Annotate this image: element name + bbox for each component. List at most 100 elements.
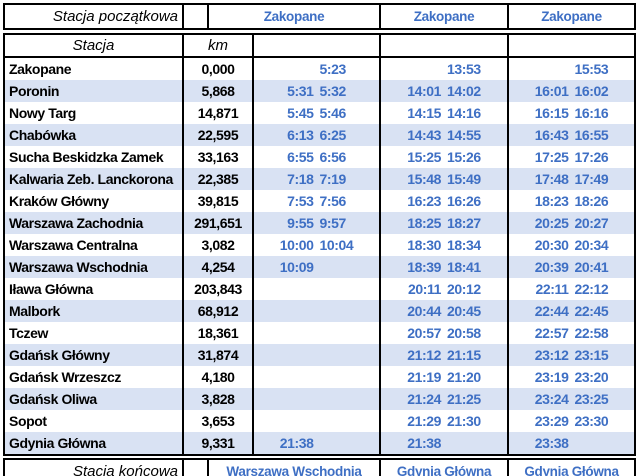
- station-row: Sucha Beskidzka Zamek 33,163 6:55 6:56 15:25…: [5, 146, 634, 168]
- departure-time: 16:16: [574, 105, 609, 121]
- departure-time: 18:34: [447, 237, 481, 253]
- arrival-time: 23:12: [534, 347, 569, 363]
- km-value: 203,843: [194, 281, 242, 297]
- km-value: 0,000: [201, 61, 235, 77]
- station-row: Kalwaria Zeb. Lanckorona 22,385 7:18 7:19 15…: [5, 168, 634, 190]
- station-row: Warszawa Zachodnia 291,651 9:55 9:57 18:25 18…: [5, 212, 634, 234]
- train-1-time-cell: 5:31 5:32: [252, 80, 379, 102]
- departure-time: 14:02: [447, 83, 481, 99]
- arrival-time: 21:19: [407, 369, 441, 385]
- train-1-time-cell: 7:18 7:19: [252, 168, 379, 190]
- km-cell: 31,874: [182, 344, 252, 366]
- km-cell: 3,653: [182, 410, 252, 432]
- km-value: 5,868: [201, 83, 235, 99]
- departure-time: 16:02: [574, 83, 609, 99]
- departure-time: 5:23: [319, 61, 347, 77]
- train-1-final: Warszawa Wschodnia: [226, 464, 362, 476]
- train-1-time-cell: 10:00 10:04: [252, 234, 379, 256]
- arrival-time: 10:09: [279, 259, 314, 275]
- station-row: Gdańsk Główny 31,874 21:12 21:15 23:12 23:15: [5, 344, 634, 366]
- km-value: 3,828: [201, 391, 235, 407]
- train-2-time-cell: 21:12 21:15: [379, 344, 507, 366]
- station-row: Poronin 5,868 5:31 5:32 14:01 14:02 16:01 16:02: [5, 80, 634, 102]
- arrival-time: 20:57: [407, 325, 441, 341]
- train-2-time-cell: 14:43 14:55: [379, 124, 507, 146]
- departure-time: 6:25: [319, 127, 347, 143]
- station-name: Warszawa Centralna: [9, 237, 138, 253]
- arrival-time: 16:15: [534, 105, 569, 121]
- train-3-time-cell: 16:01 16:02: [507, 80, 634, 102]
- arrival-time: 18:39: [407, 259, 441, 275]
- train-1-final-cell: Warszawa Wschodnia: [207, 460, 379, 476]
- train-3-origin: Zakopane: [541, 9, 602, 24]
- train-1-origin-cell: Zakopane: [207, 5, 379, 28]
- km-value: 31,874: [197, 347, 239, 363]
- station-name: Zakopane: [9, 61, 72, 77]
- km-value: 22,595: [197, 127, 239, 143]
- station-column-header: Stacja: [72, 37, 115, 54]
- train-1-time-cell: [252, 410, 379, 432]
- km-cell: 0,000: [182, 58, 252, 80]
- train-2-final-cell: Gdynia Główna: [379, 460, 507, 476]
- arrival-time: 6:13: [287, 127, 314, 143]
- train-3-time-cell: 22:44 22:45: [507, 300, 634, 322]
- arrival-time: 23:24: [534, 391, 569, 407]
- station-name-cell: Warszawa Wschodnia: [5, 256, 182, 278]
- departure-time: 17:49: [574, 171, 609, 187]
- station-name-cell: Chabówka: [5, 124, 182, 146]
- departure-time: 6:56: [319, 149, 347, 165]
- station-name: Gdańsk Oliwa: [9, 391, 97, 407]
- train-2-time-cell: 14:15 14:16: [379, 102, 507, 124]
- train-3-time-cell: 17:48 17:49: [507, 168, 634, 190]
- departure-time: 15:49: [447, 171, 481, 187]
- arrival-time: 21:38: [407, 435, 441, 451]
- train-2-time-cell: 21:29 21:30: [379, 410, 507, 432]
- train-2-time-cell: 21:24 21:25: [379, 388, 507, 410]
- train-3-time-cell: 16:43 16:55: [507, 124, 634, 146]
- station-name: Chabówka: [9, 127, 76, 143]
- departure-time: 14:16: [447, 105, 481, 121]
- arrival-time: 14:01: [407, 83, 441, 99]
- station-row: Gdańsk Wrzeszcz 4,180 21:19 21:20 23:19 23:20: [5, 366, 634, 388]
- train-3-time-cell: 23:38: [507, 432, 634, 454]
- station-row: Warszawa Centralna 3,082 10:00 10:04 18:30 18…: [5, 234, 634, 256]
- departure-time: 20:27: [574, 215, 609, 231]
- station-row: Gdynia Główna 9,331 21:38 21:38 23:38: [5, 432, 634, 454]
- km-cell: 9,331: [182, 432, 252, 454]
- train-1-time-cell: 6:13 6:25: [252, 124, 379, 146]
- station-name-cell: Sucha Beskidzka Zamek: [5, 146, 182, 168]
- departure-time: 23:15: [574, 347, 609, 363]
- train-2-time-cell: 20:44 20:45: [379, 300, 507, 322]
- train-2-origin-cell: Zakopane: [379, 5, 507, 28]
- arrival-time: 16:01: [534, 83, 569, 99]
- departure-time: 16:26: [447, 193, 481, 209]
- station-row: Gdańsk Oliwa 3,828 21:24 21:25 23:24 23:25: [5, 388, 634, 410]
- arrival-time: 10:00: [279, 237, 314, 253]
- departure-time: 20:41: [574, 259, 609, 275]
- origin-station-label-cell: Stacja początkowa: [5, 5, 182, 28]
- train-2-time-cell: 14:01 14:02: [379, 80, 507, 102]
- train-3-final-cell: Gdynia Główna: [507, 460, 634, 476]
- departure-time: 21:25: [447, 391, 481, 407]
- km-value: 3,653: [201, 413, 235, 429]
- km-value: 14,871: [197, 105, 239, 121]
- departure-time: 5:46: [319, 105, 347, 121]
- arrival-time: 21:12: [407, 347, 441, 363]
- final-footer-row: Stacja końcowa Warszawa Wschodnia Gdynia…: [5, 460, 634, 476]
- train-2-origin: Zakopane: [413, 9, 475, 24]
- departure-time: 23:25: [574, 391, 609, 407]
- station-name: Kraków Główny: [9, 193, 109, 209]
- station-name-cell: Iława Główna: [5, 278, 182, 300]
- train-3-time-cell: 23:19 23:20: [507, 366, 634, 388]
- train-3-time-cell: 20:30 20:34: [507, 234, 634, 256]
- station-name-cell: Gdańsk Główny: [5, 344, 182, 366]
- train-3-time-cell: 23:12 23:15: [507, 344, 634, 366]
- station-name-cell: Gdańsk Wrzeszcz: [5, 366, 182, 388]
- train-1-time-cell: 6:55 6:56: [252, 146, 379, 168]
- train-1-time-cell: [252, 322, 379, 344]
- departure-time: 22:12: [574, 281, 609, 297]
- train-1-time-cell: [252, 388, 379, 410]
- station-row: Zakopane 0,000 5:23 13:53 15:53: [5, 58, 634, 80]
- km-cell: 5,868: [182, 80, 252, 102]
- arrival-time: 14:15: [407, 105, 441, 121]
